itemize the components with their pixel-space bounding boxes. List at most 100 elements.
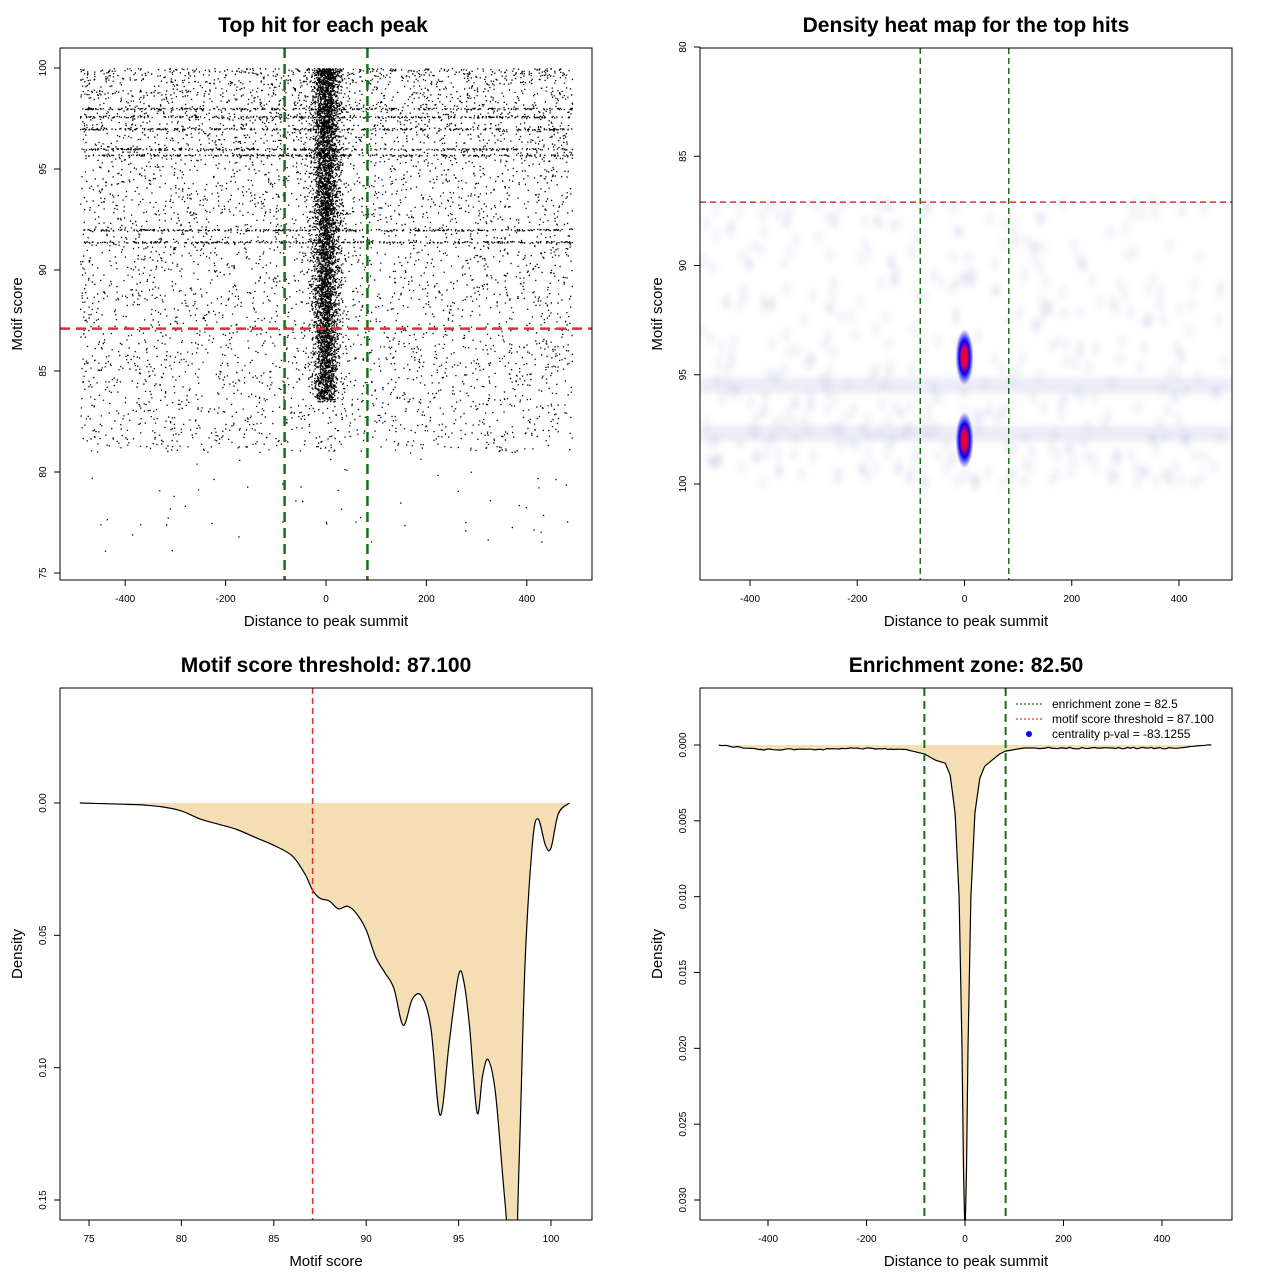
heatmap-noise-cell <box>1047 473 1056 486</box>
heatmap-noise-cell <box>1166 239 1175 252</box>
heatmap-noise-cell <box>826 249 835 262</box>
heatmap-noise-cell <box>782 283 791 296</box>
heatmap-noise-cell <box>712 204 721 217</box>
heatmap-noise-cell <box>1176 348 1185 361</box>
heatmap-noise-cell <box>1130 245 1139 258</box>
heatmap-noise-cell <box>913 232 922 245</box>
heatmap-noise-cell <box>718 393 727 406</box>
y-tick-label: 0.030 <box>678 1187 689 1212</box>
heatmap-noise-cell <box>1076 340 1085 353</box>
heatmap-noise-cell <box>823 403 832 416</box>
heatmap-noise-cell <box>867 369 876 382</box>
heatmap-noise-cell <box>744 258 753 271</box>
heatmap-noise-cell <box>921 474 930 487</box>
scatter-reference-lines <box>60 48 592 580</box>
heatmap-noise-cell <box>737 461 746 474</box>
heatmap-noise-cell <box>1112 302 1121 315</box>
heatmap-noise-cell <box>1210 388 1219 401</box>
heatmap-noise-cell <box>1026 461 1035 474</box>
heatmap-noise-cell <box>1032 322 1041 335</box>
x-tick-label: 80 <box>176 1234 188 1245</box>
heatmap-noise-cell <box>762 449 771 462</box>
heatmap-noise-cell <box>998 363 1007 376</box>
heatmap-noise-cell <box>1156 284 1165 297</box>
y-tick-label: 80 <box>678 41 689 53</box>
heatmap-noise-cell <box>804 350 813 363</box>
heatmap-noise-cell <box>700 253 708 266</box>
heatmap-title: Density heat map for the top hits <box>803 14 1130 37</box>
heatmap-noise-cell <box>886 360 895 373</box>
heatmap-noise-cell <box>852 438 861 451</box>
heatmap-noise-cell <box>834 465 843 478</box>
heatmap-noise-cell <box>949 454 958 467</box>
heatmap-noise-cell <box>739 291 748 304</box>
heatmap-noise-cell <box>775 462 784 475</box>
heatmap-noise-cell <box>906 467 915 480</box>
heatmap-noise-cell <box>800 415 809 428</box>
heatmap-noise-cell <box>714 356 723 369</box>
heatmap-noise-cell <box>1090 391 1099 404</box>
heatmap-noise-cell <box>965 266 974 279</box>
heatmap-noise-cell <box>779 418 788 431</box>
heatmap-noise-cell <box>789 398 798 411</box>
heatmap-noise-cell <box>1070 238 1079 251</box>
heatmap-noise-cell <box>1090 461 1099 474</box>
heatmap-noise-cell <box>1021 457 1030 470</box>
heatmap-noise-cell <box>751 451 760 464</box>
heatmap-noise-cell <box>1018 352 1027 365</box>
heatmap-noise-cell <box>888 221 897 234</box>
heatmap-noise-cell <box>1069 455 1078 468</box>
x-tick-label: 75 <box>83 1234 95 1245</box>
heatmap-noise-cell <box>1175 303 1184 316</box>
heatmap-noise-cell <box>1045 298 1054 311</box>
heatmap-hot-spots <box>955 329 974 469</box>
heatmap-noise-cell <box>862 214 871 227</box>
heatmap-noise-cell <box>700 323 706 336</box>
heatmap-noise-cell <box>1136 361 1145 374</box>
heatmap-noise-cell <box>955 226 964 239</box>
enrichment-y-label: Density <box>649 928 666 979</box>
heatmap-hot-spot <box>955 329 974 386</box>
x-tick-label: -200 <box>847 594 867 605</box>
heatmap-noise-cell <box>783 407 792 420</box>
y-tick-label: 75 <box>38 567 49 579</box>
y-tick-label: 0.020 <box>678 1035 689 1060</box>
x-tick-label: 200 <box>1055 1234 1072 1245</box>
heatmap-noise-cell <box>1195 250 1204 263</box>
heatmap-noise-cell <box>758 208 767 221</box>
heatmap-noise-cell <box>1108 295 1117 308</box>
heatmap-noise-cell <box>1030 252 1039 265</box>
x-tick-label: -200 <box>216 594 236 605</box>
y-tick-label: 0.010 <box>678 884 689 909</box>
heatmap-noise-cell <box>1165 367 1174 380</box>
heatmap-noise-cell <box>728 219 737 232</box>
x-tick-label: -200 <box>856 1234 876 1245</box>
heatmap-noise-cell <box>830 395 839 408</box>
heatmap-noise-cell <box>760 293 769 306</box>
heatmap-noise-cell <box>765 199 774 212</box>
heatmap-noise-cell <box>837 198 846 211</box>
heatmap-noise-cell <box>769 370 778 383</box>
enrichment-title: Enrichment zone: 82.50 <box>849 654 1084 677</box>
heatmap-noise-cell <box>831 210 840 223</box>
heatmap-noise-cell <box>1191 449 1200 462</box>
heatmap-noise-cell <box>1148 272 1157 285</box>
x-tick-label: -400 <box>758 1234 778 1245</box>
heatmap-noise-cell <box>851 329 860 342</box>
heatmap-noise-cell <box>763 436 772 449</box>
heatmap-noise-cell <box>784 344 793 357</box>
heatmap-noise-cell <box>1177 473 1186 486</box>
score-density-curve <box>79 802 570 1220</box>
heatmap-noise-cell <box>883 415 892 428</box>
heatmap-noise-cell <box>847 310 856 323</box>
heatmap-noise-cell <box>809 289 818 302</box>
x-tick-label: 400 <box>518 594 535 605</box>
heatmap-noise-cell <box>709 262 718 275</box>
heatmap-noise-cell <box>1139 341 1148 354</box>
heatmap-noise-cell <box>909 323 918 336</box>
y-tick-label: 0.000 <box>678 732 689 757</box>
heatmap-noise-cell <box>906 245 915 258</box>
x-tick-label: 400 <box>1154 1234 1171 1245</box>
heatmap-noise-cell <box>1001 217 1010 230</box>
